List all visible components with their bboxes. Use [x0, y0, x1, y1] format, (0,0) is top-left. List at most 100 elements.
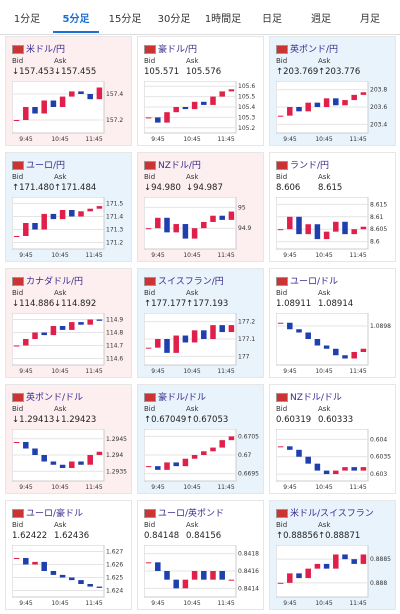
timeframe-tab[interactable]: 30分足 [157, 14, 191, 25]
candle [201, 571, 207, 580]
candle [164, 112, 170, 123]
x-tick-label: 11:45 [349, 136, 366, 143]
candle [219, 571, 225, 580]
rate-tile[interactable]: 英ポンド/ドル Bid Ask ↓1.29413 ↓1.29423 1.2945 1.294… [5, 384, 132, 494]
candle [87, 319, 93, 325]
pair-name: ユーロ/ドル [290, 277, 339, 287]
y-tick-label: 171.2 [106, 240, 123, 247]
currency-flag [12, 45, 24, 54]
candle [210, 325, 216, 339]
chart-frame [144, 197, 237, 250]
candle [342, 100, 348, 106]
bid-label: Bid [144, 57, 156, 65]
rate-tile[interactable]: ランド/円 Bid Ask 8.606 8.615 8.615 8.61 8.605 8.6 9:… [269, 152, 396, 262]
candle [155, 117, 161, 123]
timeframe-tab[interactable]: 15分足 [108, 14, 142, 25]
timeframe-tab[interactable]: 5分足 [53, 10, 99, 33]
rate-tile[interactable]: NZドル/ドル Bid Ask 0.60319 0.60333 0.604 0.6035 0.… [269, 384, 396, 494]
x-tick-label: 9:45 [19, 600, 33, 607]
candle [201, 330, 207, 339]
candle [228, 211, 235, 220]
y-tick-label: 8.6 [370, 239, 380, 246]
x-tick-label: 10:45 [315, 600, 332, 607]
candle [351, 352, 357, 359]
x-tick-label: 11:45 [85, 368, 102, 375]
candle [78, 461, 84, 465]
bid-price: 0.84148 [144, 531, 180, 541]
candle [69, 91, 75, 97]
candle [191, 571, 198, 580]
currency-flag [12, 509, 24, 518]
rate-tile[interactable]: ユーロ/英ポンド Bid Ask 0.84148 0.84156 0.8418 0.8416… [137, 500, 264, 610]
candle [360, 348, 367, 352]
rate-tile[interactable]: ユーロ/円 Bid Ask ↑171.480 ↑171.484 171.5 171.4 171… [5, 152, 132, 262]
rate-tile[interactable]: 豪ドル/円 Bid Ask 105.571 105.576 105.6 105.5 105.4… [137, 36, 264, 146]
ask-label: Ask [186, 405, 199, 413]
candle [277, 446, 284, 448]
rate-tile[interactable]: カナダドル/円 Bid Ask ↓114.886 ↓114.892 114.9 114.8 1… [5, 268, 132, 378]
candle [41, 455, 47, 462]
y-tick-label: 157.4 [106, 91, 123, 98]
candle [305, 224, 311, 235]
ask-price: 105.576 [186, 67, 222, 77]
rate-tile[interactable]: NZドル/円 Bid Ask ↓94.980 ↓94.987 95 94.9 9:45 10:4… [137, 152, 264, 262]
candle [182, 107, 189, 110]
x-tick-label: 10:45 [183, 252, 200, 259]
candle [173, 107, 179, 113]
y-tick-label: 157.2 [106, 117, 123, 124]
candle [210, 215, 216, 222]
candle [59, 464, 66, 468]
rate-tile[interactable]: スイスフラン/円 Bid Ask ↑177.177 ↑177.193 177.2 177.1… [137, 268, 264, 378]
rate-tile[interactable]: 米ドル/スイスフラン Bid Ask ↑0.88856 ↑0.88871 0.8885 0.… [269, 500, 396, 610]
candle [305, 568, 311, 579]
y-tick-label: 1.624 [106, 588, 123, 595]
bid-label: Bid [12, 57, 24, 65]
ask-label: Ask [318, 521, 331, 529]
y-tick-label: 105.3 [238, 114, 255, 121]
candle [323, 345, 330, 349]
timeframe-tab[interactable]: 1分足 [13, 14, 41, 25]
rate-tile[interactable]: 豪ドル/ドル Bid Ask ↑0.67049 ↑0.67053 0.6705 0.67 0.… [137, 384, 264, 494]
candle [69, 322, 75, 330]
timeframe-tab[interactable]: 月足 [360, 14, 380, 25]
rate-tile[interactable]: 英ポンド/円 Bid Ask ↑203.769 ↑203.776 203.8 203.6 20… [269, 36, 396, 146]
y-tick-label: 8.615 [370, 201, 387, 208]
bid-price: ↑203.769 [276, 67, 319, 77]
timeframe-tab[interactable]: 週足 [311, 14, 331, 25]
rate-tile[interactable]: 米ドル/円 Bid Ask ↓157.453 ↓157.455 157.4 157.2 9:4… [5, 36, 132, 146]
rate-tile[interactable]: ユーロ/豪ドル Bid Ask 1.62422 1.62436 1.627 1.626 1.6… [5, 500, 132, 610]
mini-chart: 105.6 105.5 105.4 105.3 105.2 9:45 10:45 11:45 [144, 81, 255, 143]
candle [78, 211, 84, 217]
candle [23, 107, 29, 120]
ask-price: ↑171.484 [54, 183, 97, 193]
bid-price: 1.62422 [12, 531, 48, 541]
bid-label: Bid [12, 173, 24, 181]
timeframe-tab[interactable]: 日足 [262, 14, 282, 25]
candle [342, 467, 348, 471]
currency-flag [12, 393, 24, 402]
y-tick-label: 203.6 [370, 104, 387, 111]
candle [219, 440, 225, 448]
bid-label: Bid [144, 521, 156, 529]
candle [87, 455, 93, 465]
y-tick-label: 1.625 [106, 575, 123, 582]
candle [351, 229, 357, 235]
timeframe-tab[interactable]: 1時間足 [204, 14, 242, 25]
y-tick-label: 171.5 [106, 201, 123, 208]
candle [145, 347, 152, 349]
y-tick-label: 177.2 [238, 319, 255, 326]
candle [219, 91, 225, 97]
mini-chart: 95 94.9 9:45 10:45 11:45 [144, 197, 252, 259]
candle [182, 224, 189, 239]
rate-tile[interactable]: ユーロ/ドル Bid Ask 1.08911 1.08914 1.0898 9:45 10:4… [269, 268, 396, 378]
currency-flag [144, 161, 156, 170]
x-tick-label: 9:45 [283, 600, 297, 607]
mini-chart: 0.604 0.6035 0.603 9:45 10:45 11:45 [276, 429, 391, 491]
candle [351, 94, 357, 101]
chart-frame [12, 545, 105, 598]
x-tick-label: 11:45 [85, 484, 102, 491]
candle [277, 115, 284, 117]
x-tick-label: 11:45 [217, 252, 234, 259]
candle [155, 217, 161, 229]
bid-price: ↓114.886 [12, 299, 55, 309]
